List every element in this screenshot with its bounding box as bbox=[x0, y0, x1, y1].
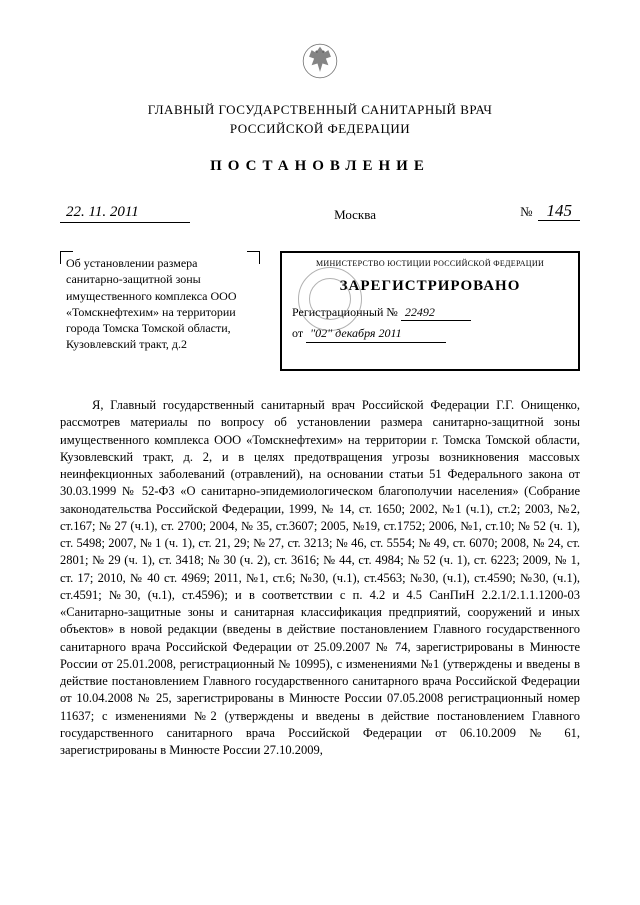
subject-stamp-row: Об установлении размера санитарно-защитн… bbox=[60, 251, 580, 371]
issuer-line2: РОССИЙСКОЙ ФЕДЕРАЦИИ bbox=[60, 120, 580, 138]
number-prefix: № bbox=[520, 204, 532, 219]
date-handwritten: 22. 11. 2011 bbox=[60, 202, 190, 223]
document-type: ПОСТАНОВЛЕНИЕ bbox=[60, 156, 580, 176]
body-paragraph: Я, Главный государственный санитарный вр… bbox=[60, 397, 580, 759]
eagle-emblem-icon bbox=[299, 40, 341, 82]
stamp-reg-number: 22492 bbox=[401, 304, 471, 321]
number-group: № 145 bbox=[520, 200, 580, 223]
city-label: Москва bbox=[314, 206, 396, 224]
date-number-row: 22. 11. 2011 Москва № 145 bbox=[60, 200, 580, 223]
number-handwritten: 145 bbox=[538, 201, 580, 221]
registration-stamp: МИНИСТЕРСТВО ЮСТИЦИИ РОССИЙСКОЙ ФЕДЕРАЦИ… bbox=[280, 251, 580, 371]
state-emblem bbox=[60, 40, 580, 87]
issuer-line1: ГЛАВНЫЙ ГОСУДАРСТВЕННЫЙ САНИТАРНЫЙ ВРАЧ bbox=[60, 101, 580, 119]
round-seal-icon bbox=[298, 267, 362, 331]
stamp-from-label: от bbox=[292, 326, 303, 340]
subject-box: Об установлении размера санитарно-защитн… bbox=[60, 251, 260, 356]
